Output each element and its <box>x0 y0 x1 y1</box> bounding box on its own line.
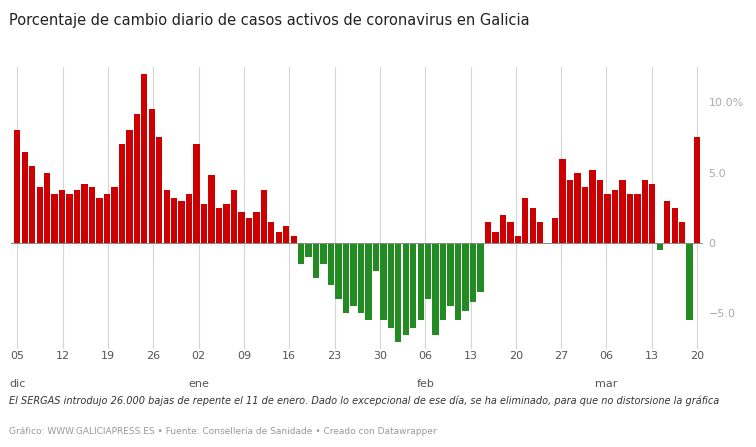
Bar <box>321 243 327 264</box>
Bar <box>567 180 573 243</box>
Bar <box>448 243 454 307</box>
Bar <box>44 173 51 243</box>
Bar <box>238 212 245 243</box>
Bar <box>336 243 342 299</box>
Bar <box>642 180 648 243</box>
Bar <box>485 222 491 243</box>
Bar <box>410 243 417 328</box>
Bar <box>575 173 581 243</box>
Bar <box>126 131 132 243</box>
Bar <box>604 194 611 243</box>
Text: El SERGAS introdujo 26.000 bajas de repente el 11 de enero. Dado lo excepcional : El SERGAS introdujo 26.000 bajas de repe… <box>9 396 719 406</box>
Bar <box>537 222 544 243</box>
Bar <box>380 243 386 320</box>
Bar <box>67 194 73 243</box>
Bar <box>149 110 155 243</box>
Text: Porcentaje de cambio diario de casos activos de coronavirus en Galicia: Porcentaje de cambio diario de casos act… <box>9 13 530 29</box>
Bar <box>634 194 640 243</box>
Bar <box>22 152 28 243</box>
Bar <box>51 194 58 243</box>
Bar <box>342 243 349 313</box>
Bar <box>201 204 207 243</box>
Bar <box>627 194 633 243</box>
Bar <box>328 243 334 285</box>
Bar <box>156 138 163 243</box>
Bar <box>440 243 446 320</box>
Bar <box>694 138 700 243</box>
Bar <box>492 232 499 243</box>
Bar <box>507 222 513 243</box>
Bar <box>163 190 170 243</box>
Bar <box>455 243 461 320</box>
Bar <box>395 243 401 342</box>
Bar <box>141 74 147 243</box>
Text: mar: mar <box>595 379 618 389</box>
Bar <box>612 190 618 243</box>
Bar <box>582 187 588 243</box>
Text: ene: ene <box>188 379 209 389</box>
Bar <box>664 201 671 243</box>
Bar <box>231 190 237 243</box>
Bar <box>500 215 506 243</box>
Bar <box>350 243 357 307</box>
Bar <box>261 190 267 243</box>
Bar <box>82 184 88 243</box>
Bar <box>522 198 528 243</box>
Bar <box>36 187 43 243</box>
Bar <box>111 187 118 243</box>
Bar <box>29 165 36 243</box>
Bar <box>96 198 103 243</box>
Bar <box>209 176 215 243</box>
Bar <box>283 226 290 243</box>
Bar <box>417 243 424 320</box>
Bar <box>388 243 394 328</box>
Bar <box>432 243 438 334</box>
Bar <box>530 208 536 243</box>
Bar <box>671 208 678 243</box>
Bar <box>679 222 686 243</box>
Bar <box>373 243 379 271</box>
Bar <box>59 190 65 243</box>
Bar <box>469 243 476 302</box>
Bar <box>515 236 521 243</box>
Bar <box>290 236 297 243</box>
Text: dic: dic <box>9 379 26 389</box>
Bar <box>477 243 484 292</box>
Bar <box>74 190 80 243</box>
Bar <box>223 204 230 243</box>
Bar <box>298 243 305 264</box>
Bar <box>590 170 596 243</box>
Bar <box>358 243 364 313</box>
Bar <box>104 194 110 243</box>
Bar <box>246 218 252 243</box>
Bar <box>403 243 409 334</box>
Bar <box>686 243 692 320</box>
Bar <box>313 243 319 278</box>
Bar <box>656 243 663 250</box>
Bar <box>253 212 259 243</box>
Text: Gráfico: WWW.GALICIAPRESS.ES • Fuente: Consellería de Sanidade • Creado con Data: Gráfico: WWW.GALICIAPRESS.ES • Fuente: C… <box>9 427 437 436</box>
Bar <box>215 208 222 243</box>
Bar <box>596 180 603 243</box>
Bar <box>425 243 432 299</box>
Bar <box>365 243 372 320</box>
Bar <box>276 232 282 243</box>
Bar <box>134 114 140 243</box>
Text: feb: feb <box>417 379 434 389</box>
Bar <box>619 180 625 243</box>
Bar <box>268 222 274 243</box>
Bar <box>194 144 200 243</box>
Bar <box>559 159 565 243</box>
Bar <box>186 194 192 243</box>
Bar <box>552 218 559 243</box>
Bar <box>463 243 469 311</box>
Bar <box>305 243 311 257</box>
Bar <box>649 184 655 243</box>
Bar <box>89 187 95 243</box>
Bar <box>171 198 178 243</box>
Bar <box>14 131 20 243</box>
Bar <box>178 201 184 243</box>
Bar <box>119 144 125 243</box>
